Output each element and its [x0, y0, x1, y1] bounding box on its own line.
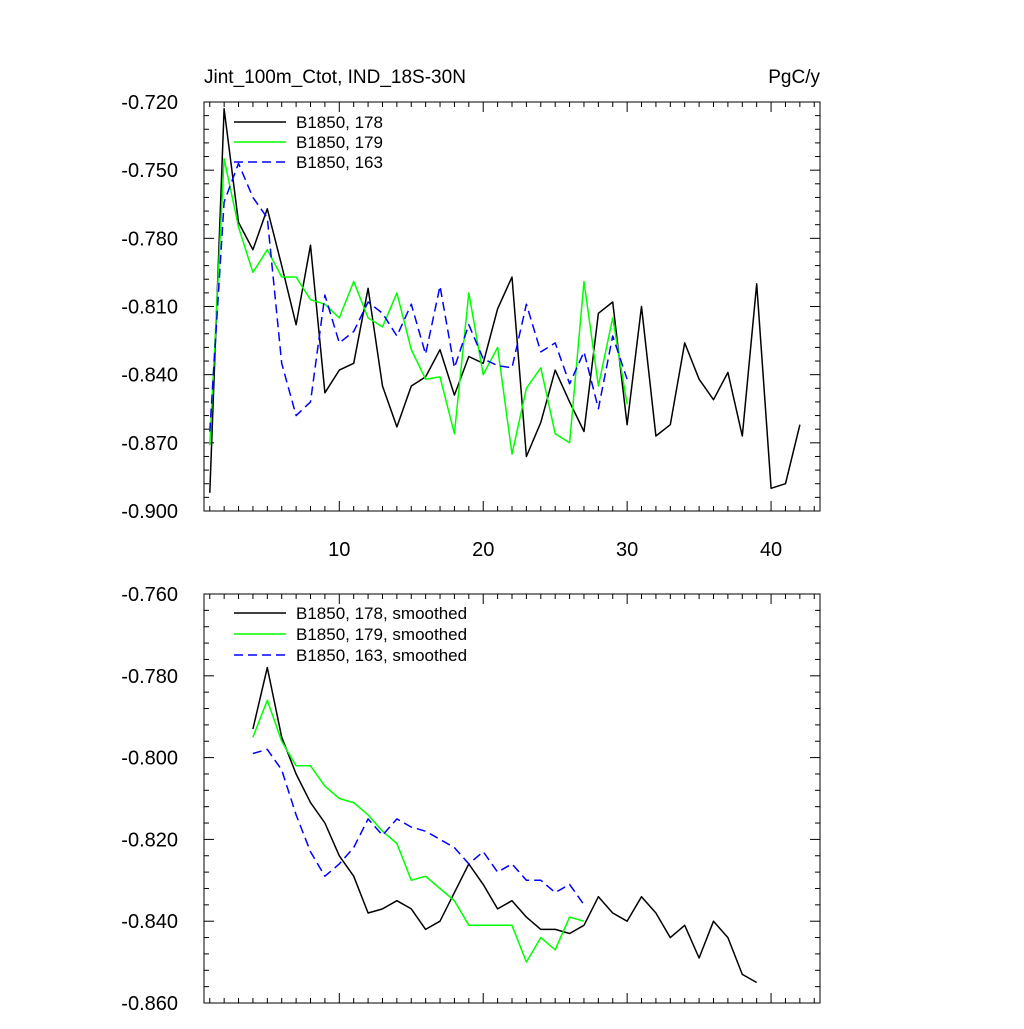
legend-label-179-smoothed: B1850, 179, smoothed: [296, 625, 467, 644]
bottom-ytick-label: -0.800: [121, 748, 178, 770]
top-ytick-label: -0.720: [121, 92, 178, 114]
top-ytick-label: -0.750: [121, 160, 178, 182]
bottom-panel-legend: B1850, 178, smoothed B1850, 179, smoothe…: [234, 604, 467, 665]
bottom-series-line-1: [252, 666, 758, 984]
top-xtick-label: 20: [472, 539, 494, 561]
top-panel-title-right: PgC/y: [768, 67, 820, 88]
bottom-panel-series: [252, 666, 758, 984]
bottom-ytick-label: -0.760: [121, 584, 178, 606]
bottom-panel-ticks: -0.760 -0.780 -0.800 -0.820 -0.840 -0.860: [121, 584, 820, 1015]
top-panel: Jint_100m_Ctot, IND_18S-30N PgC/y -0.720…: [121, 67, 821, 561]
bottom-ytick-label: -0.840: [121, 911, 178, 933]
bottom-ytick-label: -0.860: [121, 993, 178, 1015]
top-xtick-label: 30: [616, 539, 638, 561]
top-xtick-label: 40: [760, 539, 782, 561]
top-panel-series: [209, 108, 801, 493]
top-panel-ticks: -0.720 -0.750 -0.780 -0.810 -0.840 -0.870 -0.9…: [121, 92, 820, 561]
top-panel-title-left: Jint_100m_Ctot, IND_18S-30N: [204, 67, 466, 88]
legend-label-163-smoothed: B1850, 163, smoothed: [296, 646, 467, 665]
top-ytick-label: -0.780: [121, 228, 178, 250]
bottom-series-line-2: [252, 699, 585, 963]
legend-label-178-smoothed: B1850, 178, smoothed: [296, 604, 467, 623]
top-ytick-label: -0.870: [121, 433, 178, 455]
legend-label-179: B1850, 179: [296, 133, 383, 152]
legend-label-178: B1850, 178: [296, 113, 383, 132]
bottom-ytick-label: -0.780: [121, 666, 178, 688]
top-xtick-label: 10: [328, 539, 350, 561]
top-series-line-3: [209, 162, 628, 432]
top-panel-legend: B1850, 178 B1850, 179 B1850, 163: [234, 113, 383, 172]
top-ytick-label: -0.840: [121, 365, 178, 387]
top-ytick-label: -0.810: [121, 297, 178, 319]
top-series-line-1: [209, 108, 801, 493]
top-series-line-2: [209, 158, 628, 455]
top-ytick-label: -0.900: [121, 501, 178, 523]
bottom-ytick-label: -0.820: [121, 829, 178, 851]
bottom-panel: -0.760 -0.780 -0.800 -0.820 -0.840 -0.860 B18…: [121, 584, 821, 1015]
legend-label-163: B1850, 163: [296, 153, 383, 172]
bottom-series-line-3: [252, 748, 585, 906]
